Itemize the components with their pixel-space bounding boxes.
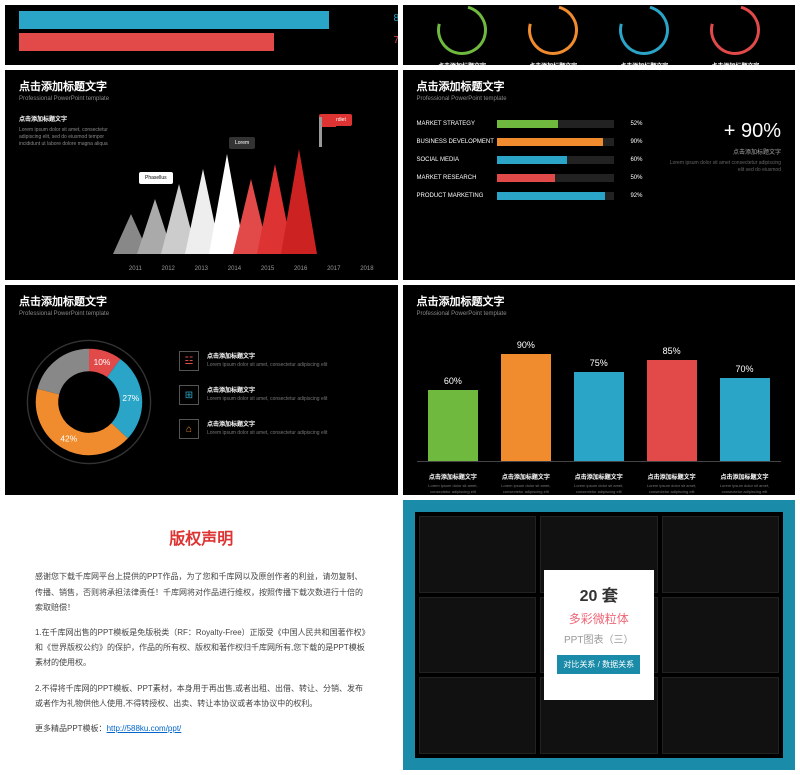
progress-row: BUSINESS DEVELOPMENT90%	[417, 138, 643, 146]
circle-stat: 点击添加标题文字Lorem ipsum dolor sit amet, cons…	[604, 5, 684, 65]
vbar: 75%	[574, 372, 624, 461]
hbar: 70%	[19, 33, 384, 51]
progress-row: MARKET RESEARCH50%	[417, 174, 643, 182]
legend-item: ⌂点击添加标题文字Lorem ipsum dolor sit amet, con…	[179, 419, 327, 439]
ppt-link[interactable]: http://588ku.com/ppt/	[107, 724, 182, 733]
svg-text:42%: 42%	[60, 434, 77, 444]
slide-copyright: 版权声明 感谢您下载千库网平台上提供的PPT作品，为了您和千库网以及原创作者的利…	[5, 500, 398, 770]
legend-item: ☳点击添加标题文字Lorem ipsum dolor sit amet, con…	[179, 351, 327, 371]
vbar: 90%	[501, 354, 551, 461]
cover-card: 20 套 多彩微粒体 PPT图表（三） 对比关系 / 数据关系	[544, 570, 654, 700]
vbar: 70%	[720, 378, 770, 461]
donut-chart: 10% 27% 42%	[19, 332, 159, 472]
circle-stat: 点击添加标题文字Lorem ipsum dolor sit amet, cons…	[422, 5, 502, 65]
legend-item: ⊞点击添加标题文字Lorem ipsum dolor sit amet, con…	[179, 385, 327, 405]
title: 点击添加标题文字	[19, 78, 384, 94]
slide-donut: 点击添加标题文字 Professional PowerPoint templat…	[5, 285, 398, 495]
slide-hbars: 85%70%	[5, 5, 398, 65]
slide-triangles: 点击添加标题文字 Professional PowerPoint templat…	[5, 70, 398, 280]
svg-text:27%: 27%	[122, 393, 139, 403]
progress-row: MARKET STRATEGY52%	[417, 120, 643, 128]
progress-row: SOCIAL MEDIA60%	[417, 156, 643, 164]
svg-text:10%: 10%	[94, 357, 111, 367]
vbar: 85%	[647, 360, 697, 461]
progress-row: PRODUCT MARKETING92%	[417, 192, 643, 200]
circle-stat: 点击添加标题文字Lorem ipsum dolor sit amet, cons…	[513, 5, 593, 65]
slide-cover: 20 套 多彩微粒体 PPT图表（三） 对比关系 / 数据关系	[403, 500, 796, 770]
slide-circles: 点击添加标题文字Lorem ipsum dolor sit amet, cons…	[403, 5, 796, 65]
subtitle: Professional PowerPoint template	[19, 96, 384, 102]
vbar: 60%	[428, 390, 478, 461]
slide-progress: 点击添加标题文字 Professional PowerPoint templat…	[403, 70, 796, 280]
circle-stat: 点击添加标题文字Lorem ipsum dolor sit amet, cons…	[695, 5, 775, 65]
slide-vbars: 点击添加标题文字 Professional PowerPoint templat…	[403, 285, 796, 495]
hbar: 85%	[19, 11, 384, 29]
